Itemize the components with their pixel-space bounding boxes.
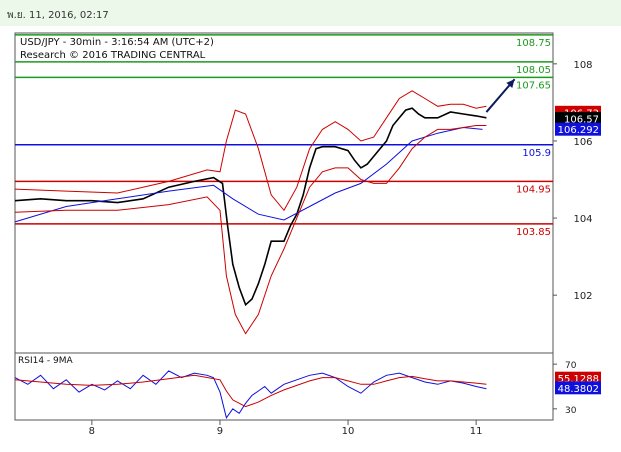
- y-tick-label-2: 106: [573, 137, 592, 148]
- timestamp-text: พ.ย. 11, 2016, 02:17: [7, 10, 109, 21]
- level-label-1: 108.05: [516, 65, 551, 76]
- rsi-y-tick-label-0: 30: [565, 406, 577, 416]
- x-tick-label-1: 9: [217, 426, 223, 437]
- y-tick-label-3: 108: [573, 60, 592, 71]
- level-label-0: 108.75: [516, 38, 551, 49]
- forecast-arrow-head: [506, 79, 515, 88]
- level-lines: 108.75 108.05 107.65 105.9 104.95 103.85: [15, 34, 553, 238]
- rsi-badge-1-bg: [555, 381, 601, 395]
- x-tick-label-2: 10: [342, 426, 355, 437]
- rsi-badge-1-label: 48.3802: [558, 384, 599, 395]
- rsi-panel-frame: [14, 352, 554, 421]
- series-rsi-ma: [14, 374, 487, 408]
- timestamp-bar: พ.ย. 11, 2016, 02:17: [0, 0, 621, 26]
- level-label-3: 105.9: [522, 148, 551, 159]
- y-tick-label-1: 104: [573, 214, 592, 225]
- series-price: [14, 107, 487, 307]
- price-badge-1-bg: [555, 111, 601, 125]
- series-lines: [14, 78, 516, 335]
- chart-subtitle: Research © 2016 TRADING CENTRAL: [20, 50, 206, 61]
- level-label-2: 107.65: [516, 80, 551, 91]
- rsi-title: RSI14 - 9MA: [18, 356, 74, 366]
- rsi-y-tick-label-1: 70: [565, 361, 577, 371]
- x-tick-label-3: 11: [470, 426, 483, 437]
- price-badge-1-label: 106.57: [564, 114, 599, 125]
- series-rsi: [14, 370, 487, 419]
- chart-title: USD/JPY - 30min - 3:16:54 AM (UTC+2): [20, 37, 214, 48]
- series-bollinger-upper: [14, 90, 487, 212]
- series-moving-average: [14, 126, 483, 223]
- rsi-lines: [14, 370, 487, 419]
- axes: 102 104 106 108 30 70 8 9 10 11: [89, 60, 593, 437]
- main-panel-frame: [14, 32, 554, 354]
- series-bollinger-lower: [14, 125, 487, 335]
- rsi-badge-0-label: 55.1288: [558, 374, 599, 385]
- price-badge-2-label: 106.292: [558, 125, 599, 136]
- level-label-4: 104.95: [516, 184, 551, 195]
- price-badge-2-bg: [555, 122, 601, 136]
- x-tick-label-0: 8: [89, 426, 95, 437]
- y-tick-label-0: 102: [573, 291, 592, 302]
- level-label-5: 103.85: [516, 227, 551, 238]
